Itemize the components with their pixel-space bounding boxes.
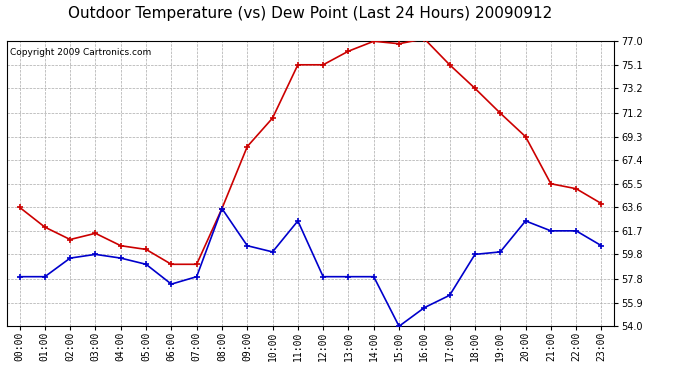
Text: Copyright 2009 Cartronics.com: Copyright 2009 Cartronics.com [10, 48, 151, 57]
Text: Outdoor Temperature (vs) Dew Point (Last 24 Hours) 20090912: Outdoor Temperature (vs) Dew Point (Last… [68, 6, 553, 21]
